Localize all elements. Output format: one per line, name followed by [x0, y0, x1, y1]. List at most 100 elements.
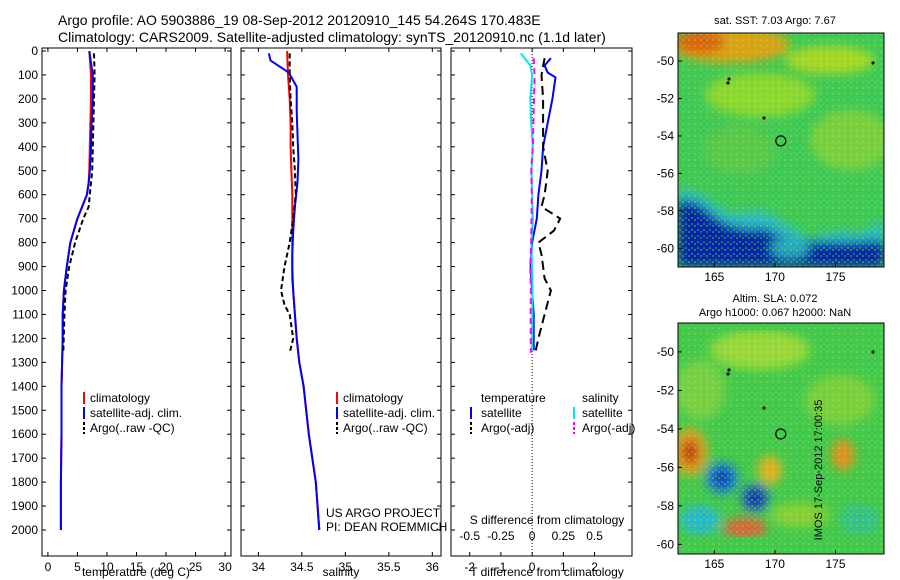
lon-tick-label: 165 [704, 270, 724, 284]
legend-heading-temperature: temperature [481, 391, 546, 405]
y-tick-label: 1200 [11, 331, 38, 345]
lat-tick-label: -50 [657, 345, 675, 359]
series-line-salinity-argo-adj- [529, 58, 536, 353]
x-tick-label: 5 [74, 560, 81, 574]
lon-tick-label: 170 [765, 557, 785, 571]
nearby-float-markers [726, 61, 875, 120]
y-tick-label: 500 [18, 164, 38, 178]
x-tick-label: 35.5 [377, 560, 401, 574]
lat-tick-label: -60 [657, 537, 675, 551]
salinity-panel: 34 34.5 35 35.5 36 climatology satellite-adj… [240, 47, 447, 579]
series-line-satellite-adj-clim- [267, 53, 321, 531]
y-tick-label: 700 [18, 212, 38, 226]
difference-panel: -2 -1 0 1 2 temperature satellite Argo(-adj)… [450, 47, 635, 579]
lat-tick-label: -50 [657, 54, 675, 68]
x-tick-label: 35 [339, 560, 353, 574]
lon-tick-label: 175 [826, 557, 846, 571]
legend-label-climatology: climatology [90, 391, 150, 405]
y-tick-label: 0 [31, 44, 38, 58]
lon-tick-label: 165 [704, 557, 724, 571]
x-tick-label: 34.5 [290, 560, 314, 574]
sla-map-ticks: 165 170 175 -50 -52 -54 -56 -58 -60 [657, 345, 846, 571]
salinity-axes-frame [240, 47, 442, 557]
difference-series [520, 52, 562, 354]
s-difference-tick-label: 0 [529, 529, 536, 543]
legend-label-t-satellite: satellite [481, 406, 522, 420]
s-difference-label: S difference from climatology [470, 513, 625, 527]
sla-title-line2: Argo h1000: 0.067 h2000: NaN [699, 307, 851, 319]
x-tick-label: 25 [189, 560, 203, 574]
series-line-temperature-argo-adj- [534, 58, 562, 354]
s-difference-tick-label: -0.5 [459, 529, 480, 543]
legend-label-t-argo: Argo(-adj) [481, 421, 534, 435]
salinity-depth-ticks [241, 50, 441, 531]
lat-tick-label: -54 [657, 129, 675, 143]
y-tick-label: 1600 [11, 427, 38, 441]
x-tick-label: 34 [252, 560, 266, 574]
y-tick-label: 300 [18, 116, 38, 130]
y-tick-label: 800 [18, 236, 38, 250]
legend-label-argo: Argo(..raw -QC) [90, 421, 175, 435]
t-difference-label: T difference from climatology [470, 565, 624, 579]
y-tick-label: 1500 [11, 403, 38, 417]
x-tick-label: -2 [464, 560, 475, 574]
x-tick-label: 0 [529, 560, 536, 574]
y-tick-label: 400 [18, 140, 38, 154]
y-tick-label: 2000 [11, 523, 38, 537]
pi-label: PI: DEAN ROEMMICH [326, 520, 447, 534]
y-tick-label: 1300 [11, 355, 38, 369]
lat-tick-label: -58 [657, 204, 675, 218]
lat-tick-label: -58 [657, 499, 675, 513]
temperature-x-label: temperature (deg C) [82, 565, 190, 579]
y-tick-label: 1800 [11, 475, 38, 489]
y-tick-label: 1400 [11, 379, 38, 393]
salinity-x-label: salinity [323, 565, 360, 579]
series-line-satellite-adj-clim- [59, 50, 94, 530]
legend-label-argo: Argo(..raw -QC) [343, 421, 428, 435]
series-line-argo-raw-qc- [280, 53, 297, 354]
temperature-axes-frame [41, 47, 232, 557]
lon-tick-label: 170 [765, 270, 785, 284]
x-tick-label: 15 [130, 560, 144, 574]
legend-label-satellite-adj: satellite-adj. clim. [90, 406, 182, 420]
s-difference-tick-label: -0.25 [487, 529, 515, 543]
sst-map-title: sat. SST: 7.03 Argo: 7.67 [714, 15, 836, 27]
project-label: US ARGO PROJECT [326, 506, 441, 520]
temperature-x-axis: 0 5 10 15 20 25 30 [45, 48, 232, 574]
y-tick-label: 200 [18, 92, 38, 106]
difference-axes-frame [450, 47, 633, 557]
figure-title-line2: Climatology: CARS2009. Satellite-adjuste… [58, 29, 606, 45]
lat-tick-label: -54 [657, 422, 675, 436]
temperature-legend: climatology satellite-adj. clim. Argo(..… [83, 391, 182, 435]
s-difference-tick-label: 0.25 [552, 529, 576, 543]
legend-label-satellite-adj: satellite-adj. clim. [343, 406, 435, 420]
y-tick-label: 1900 [11, 499, 38, 513]
sst-map: sat. SST: 7.03 Argo: 7.67 165 170 175 -50 -5… [657, 15, 885, 284]
s-difference-tick-labels: -0.5 -0.25 0 0.25 0.5 [459, 529, 603, 543]
sst-map-ticks: 165 170 175 -50 -52 -54 -56 -58 -60 [657, 54, 846, 284]
lat-tick-label: -60 [657, 241, 675, 255]
y-tick-label: 100 [18, 68, 38, 82]
legend-label-s-argo: Argo(-adj) [582, 421, 635, 435]
temperature-series [59, 50, 96, 530]
figure-title-line1: Argo profile: AO 5903886_19 08-Sep-2012 … [58, 12, 541, 28]
series-line-argo-raw-qc- [62, 53, 96, 353]
legend-heading-salinity: salinity [582, 391, 619, 405]
lat-tick-label: -56 [657, 460, 675, 474]
sla-title-line1: Altim. SLA: 0.072 [733, 293, 818, 305]
x-tick-label: 0 [45, 560, 52, 574]
depth-axis: 0 100 200 300 400 500 600 700 800 900 1000 1100 1200… [11, 44, 231, 537]
sla-map-frame [677, 322, 885, 555]
x-tick-label: 30 [218, 560, 232, 574]
y-tick-label: 1100 [12, 307, 38, 321]
imos-timestamp: IMOS 17-Sep-2012 17:00:35 [813, 400, 825, 541]
y-tick-label: 900 [18, 260, 38, 274]
y-tick-label: 1700 [11, 451, 38, 465]
temperature-panel: 0100200300400500600700800900100011001200… [11, 44, 232, 579]
salinity-legend: climatology satellite-adj. clim. Argo(..… [336, 391, 435, 435]
difference-x-axis: -2 -1 0 1 2 [464, 48, 598, 574]
lon-tick-label: 175 [826, 270, 846, 284]
profile-location-marker [775, 135, 787, 147]
difference-legend: temperature satellite Argo(-adj) salinit… [470, 391, 635, 435]
